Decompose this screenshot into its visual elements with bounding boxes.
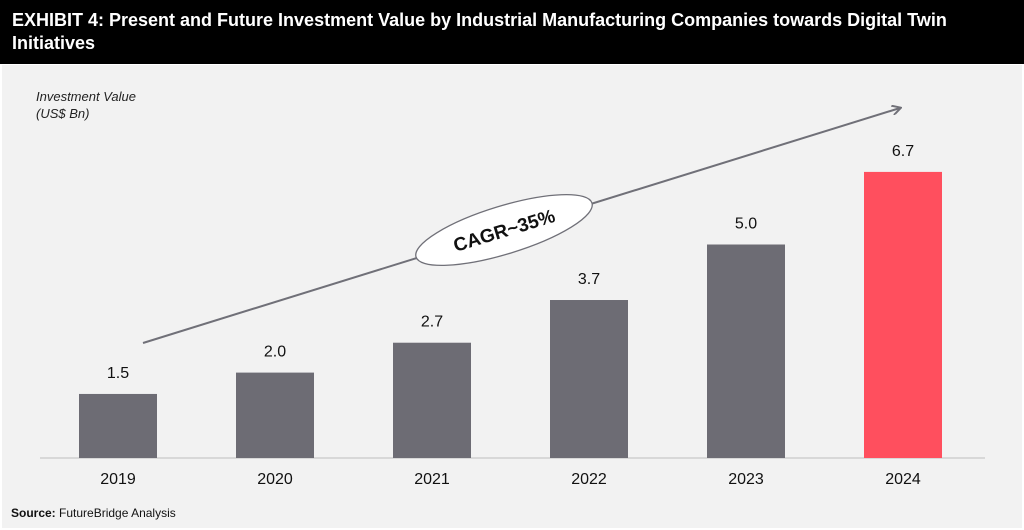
y-axis-label-line1: Investment Value (36, 89, 136, 104)
y-axis-label-line2: (US$ Bn) (36, 106, 90, 121)
bar-2021 (393, 342, 471, 458)
data-label-2021: 2.7 (421, 314, 443, 331)
x-tick-label-2023: 2023 (728, 471, 764, 488)
y-axis-label: Investment Value (US$ Bn) (36, 88, 136, 122)
header: EXHIBIT 4: Present and Future Investment… (0, 0, 1024, 64)
chart-title: EXHIBIT 4: Present and Future Investment… (12, 10, 947, 53)
bar-2022 (550, 300, 628, 458)
bar-2023 (707, 244, 785, 458)
data-label-2023: 5.0 (735, 216, 757, 233)
cagr-ellipse (415, 193, 593, 267)
x-tick-label-2024: 2024 (885, 471, 921, 488)
cagr-callout: CAGR~35% (415, 193, 593, 267)
source-note: Source: FutureBridge Analysis (11, 506, 176, 520)
x-tick-label-2020: 2020 (257, 471, 293, 488)
chart-panel (2, 65, 1022, 528)
source-text: FutureBridge Analysis (59, 506, 176, 520)
x-tick-label-2022: 2022 (571, 471, 607, 488)
data-label-2024: 6.7 (892, 143, 914, 160)
data-label-2020: 2.0 (264, 344, 286, 361)
x-tick-label-2021: 2021 (414, 471, 450, 488)
data-label-2019: 1.5 (107, 365, 129, 382)
bar-2019 (79, 393, 157, 458)
source-label: Source: (11, 506, 56, 520)
bar-2020 (236, 372, 314, 458)
data-label-2022: 3.7 (578, 271, 600, 288)
x-tick-label-2019: 2019 (100, 471, 136, 488)
bar-2024 (864, 171, 942, 458)
